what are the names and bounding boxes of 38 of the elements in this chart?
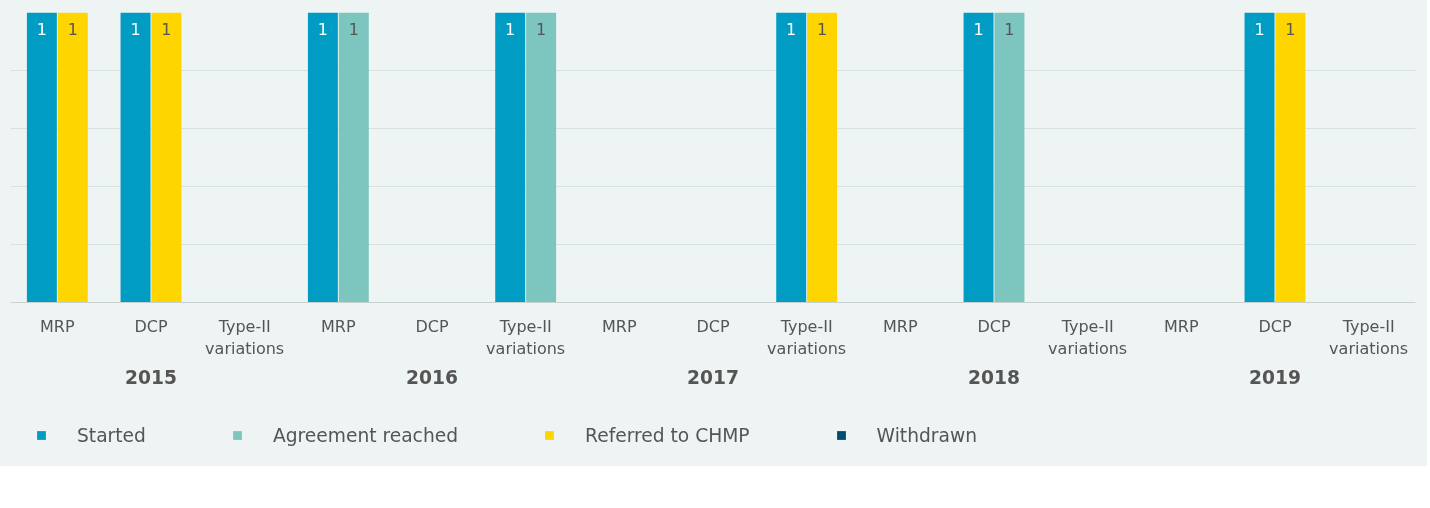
x-tick-label: Type-II variations bbox=[1329, 316, 1409, 359]
legend-label: Withdrawn bbox=[876, 424, 977, 446]
x-tick-label: Type-II variations bbox=[205, 316, 285, 359]
x-tick-label: Type-II variations bbox=[486, 316, 566, 359]
x-tick-label: DCP bbox=[134, 316, 168, 336]
data-label: 1 bbox=[317, 19, 328, 39]
x-tick-label: DCP bbox=[415, 316, 449, 336]
data-label: 1 bbox=[817, 19, 828, 39]
x-tick-label: MRP bbox=[602, 316, 637, 336]
data-label: 1 bbox=[67, 19, 78, 39]
data-label: 1 bbox=[505, 19, 516, 39]
text: 2018 bbox=[968, 366, 1020, 388]
data-label: 1 bbox=[36, 19, 47, 39]
data-label: 1 bbox=[1285, 19, 1296, 39]
x-tick-label: DCP bbox=[1258, 316, 1292, 336]
x-tick-label: DCP bbox=[977, 316, 1011, 336]
text: 2019 bbox=[1249, 366, 1301, 388]
x-tick-label: MRP bbox=[883, 316, 918, 336]
x-tick-label: MRP bbox=[321, 316, 356, 336]
data-label: 1 bbox=[130, 19, 141, 39]
data-label: 1 bbox=[1004, 19, 1015, 39]
x-tick-label: MRP bbox=[1164, 316, 1199, 336]
text: 2016 bbox=[406, 366, 458, 388]
legend-label: Started bbox=[77, 424, 146, 446]
x-tick-label: MRP bbox=[40, 316, 75, 336]
x-tick-label: DCP bbox=[696, 316, 730, 336]
legend-label: Agreement reached bbox=[272, 424, 459, 446]
text: 2017 bbox=[687, 366, 739, 388]
data-label: 1 bbox=[536, 19, 547, 39]
data-label: 1 bbox=[348, 19, 359, 39]
text: 2015 bbox=[125, 366, 177, 388]
data-label: 1 bbox=[1254, 19, 1265, 39]
data-label: 1 bbox=[973, 19, 984, 39]
x-tick-label: Type-II variations bbox=[1048, 316, 1128, 359]
data-label: 1 bbox=[786, 19, 797, 39]
x-tick-label: Type-II variations bbox=[767, 316, 847, 359]
legend-label: Referred to CHMP bbox=[585, 424, 750, 446]
data-label: 1 bbox=[161, 19, 172, 39]
